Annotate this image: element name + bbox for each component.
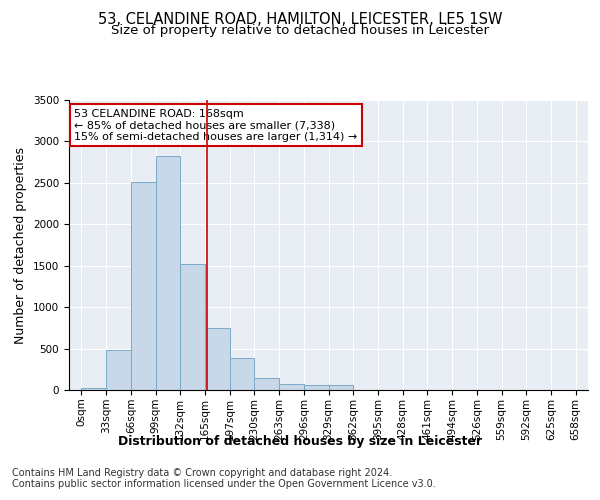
Bar	[205, 328, 230, 390]
Text: Contains HM Land Registry data © Crown copyright and database right 2024.: Contains HM Land Registry data © Crown c…	[12, 468, 392, 477]
Y-axis label: Number of detached properties: Number of detached properties	[14, 146, 28, 344]
Bar	[82, 388, 106, 390]
Bar	[304, 386, 329, 390]
Text: Distribution of detached houses by size in Leicester: Distribution of detached houses by size …	[118, 435, 482, 448]
Text: 53, CELANDINE ROAD, HAMILTON, LEICESTER, LE5 1SW: 53, CELANDINE ROAD, HAMILTON, LEICESTER,…	[98, 12, 502, 28]
Text: Size of property relative to detached houses in Leicester: Size of property relative to detached ho…	[111, 24, 489, 37]
Text: Contains public sector information licensed under the Open Government Licence v3: Contains public sector information licen…	[12, 479, 436, 489]
Bar	[230, 358, 254, 390]
Bar	[106, 350, 131, 390]
Bar	[279, 384, 304, 390]
Bar	[254, 378, 279, 390]
Bar	[131, 182, 155, 390]
Bar	[180, 264, 205, 390]
Text: 53 CELANDINE ROAD: 168sqm
← 85% of detached houses are smaller (7,338)
15% of se: 53 CELANDINE ROAD: 168sqm ← 85% of detac…	[74, 108, 358, 142]
Bar	[329, 386, 353, 390]
Bar	[155, 156, 180, 390]
